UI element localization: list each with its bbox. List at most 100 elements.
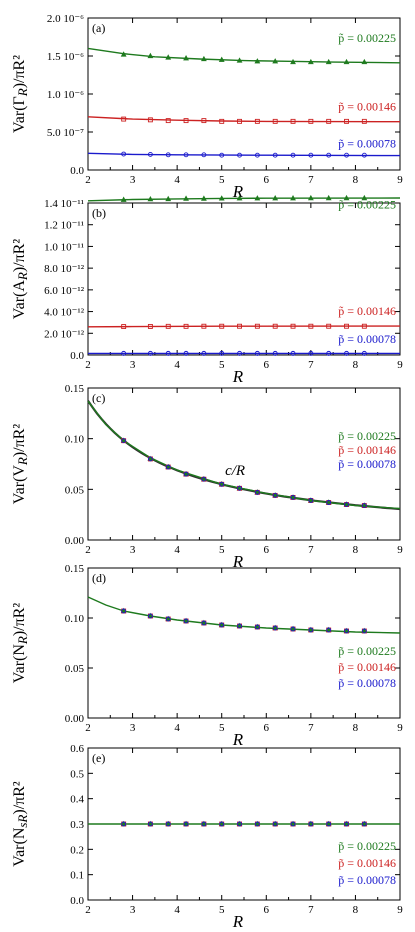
data-point-circle: [326, 152, 332, 158]
y-tick-label: 0.10: [65, 434, 85, 446]
data-point-triangle: [361, 58, 368, 65]
data-point-square: [219, 118, 225, 124]
data-point-circle: [183, 618, 189, 624]
data-point-circle: [254, 350, 260, 356]
series-curve-red: [87, 116, 401, 123]
data-point-square: [201, 118, 207, 124]
data-point-triangle: [200, 195, 207, 201]
data-point-square: [121, 116, 127, 122]
data-point-circle: [201, 821, 207, 827]
x-tick-label: 7: [308, 544, 314, 556]
y-tick-label: 0.10: [65, 613, 85, 625]
data-point-circle: [147, 456, 153, 462]
x-tick-label: 2: [85, 359, 91, 371]
data-point-circle: [308, 821, 314, 827]
data-point-circle: [201, 476, 207, 482]
panel-label: (a): [92, 21, 105, 35]
data-point-circle: [219, 821, 225, 827]
x-tick-label: 6: [264, 174, 270, 186]
y-tick-label: 2.0 10⁻¹²: [44, 328, 85, 340]
data-point-circle: [147, 821, 153, 827]
data-point-circle: [344, 350, 349, 356]
x-tick-label: 8: [353, 174, 359, 186]
x-tick-label: 4: [174, 722, 180, 734]
x-tick-label: 6: [264, 722, 270, 734]
data-point-square: [308, 323, 314, 329]
data-point-circle: [201, 152, 207, 158]
y-tick-label: 4.0 10⁻¹²: [44, 307, 85, 319]
data-point-circle: [183, 821, 189, 827]
data-point-square: [254, 118, 260, 124]
data-point-triangle: [200, 55, 207, 62]
data-point-circle: [308, 498, 314, 503]
data-point-circle: [237, 623, 242, 629]
data-point-square: [165, 323, 171, 329]
data-point-circle: [254, 624, 260, 630]
data-point-square: [290, 323, 296, 329]
y-axis-label: Var(VR)/πR²: [11, 424, 30, 505]
data-point-triangle: [343, 58, 350, 65]
data-point-circle: [290, 626, 296, 632]
data-point-square: [237, 118, 242, 124]
y-tick-label: 0.0: [70, 165, 84, 177]
data-point-square: [361, 118, 367, 124]
panel-label: (c): [92, 391, 105, 405]
x-tick-label: 4: [174, 359, 180, 371]
data-point-circle: [165, 152, 171, 158]
data-point-circle: [308, 350, 314, 356]
series-curve-green: [87, 400, 401, 510]
x-tick-label: 2: [85, 174, 91, 186]
data-point-circle: [344, 628, 349, 634]
panel-2: 2 3 4 5 6 7 8 9 0.0 2.0 10⁻¹² 4.0 10⁻¹² 6.0 10⁻¹² 8.…: [11, 194, 403, 386]
y-tick-label: 8.0 10⁻¹²: [44, 263, 85, 275]
data-point-circle: [344, 821, 349, 827]
data-point-square: [219, 323, 225, 329]
data-point-triangle: [272, 194, 279, 201]
plot-frame: [87, 567, 401, 719]
x-tick-label: 6: [264, 904, 270, 916]
x-tick-label: 6: [264, 359, 270, 371]
legend-entry-blue: p̃ = 0.00078: [338, 457, 396, 471]
data-point-circle: [165, 616, 171, 622]
y-tick-label: 0.1: [70, 870, 84, 882]
data-point-triangle: [218, 56, 225, 62]
y-tick-label: 0.3: [70, 819, 84, 831]
y-axis-label: Var(ΓR)/πR²: [11, 55, 30, 133]
series-curve-red: [87, 325, 401, 328]
data-point-circle: [254, 821, 260, 827]
data-point-circle: [121, 350, 127, 356]
y-tick-label: 0.5: [70, 768, 84, 780]
legend-entry-red: p̃ = 0.00146: [338, 304, 396, 318]
data-point-square: [183, 323, 189, 329]
data-point-circle: [290, 350, 296, 356]
data-point-square: [344, 118, 349, 124]
data-point-square: [344, 323, 349, 329]
series-curve-green: [87, 47, 401, 64]
data-point-circle: [121, 438, 127, 444]
x-tick-label: 7: [308, 904, 314, 916]
legend-entry-red: p̃ = 0.00146: [338, 100, 396, 114]
data-point-triangle: [290, 58, 296, 65]
data-point-square: [183, 118, 189, 124]
legend-entry-green: p̃ = 0.00225: [338, 644, 396, 658]
data-point-triangle: [120, 51, 127, 57]
x-tick-label: 3: [130, 544, 136, 556]
x-tick-label: 4: [174, 544, 180, 556]
x-tick-label: 4: [174, 174, 180, 186]
data-point-triangle: [236, 57, 243, 63]
y-tick-label: 0.00: [65, 713, 85, 725]
y-tick-label: 0.0: [70, 895, 84, 907]
y-tick-label: 1.0 10⁻¹¹: [44, 241, 84, 253]
data-point-circle: [361, 821, 367, 827]
data-point-circle: [201, 620, 207, 626]
data-point-triangle: [290, 194, 296, 201]
y-tick-label: 0.15: [65, 383, 85, 395]
data-point-square: [326, 323, 332, 329]
x-tick-label: 5: [219, 174, 225, 186]
data-point-triangle: [343, 194, 350, 201]
data-point-circle: [219, 350, 225, 356]
y-axis-label: Var(NR)/πR²: [11, 603, 30, 684]
data-point-square: [237, 323, 242, 329]
data-point-circle: [237, 485, 242, 491]
data-point-square: [121, 324, 127, 330]
